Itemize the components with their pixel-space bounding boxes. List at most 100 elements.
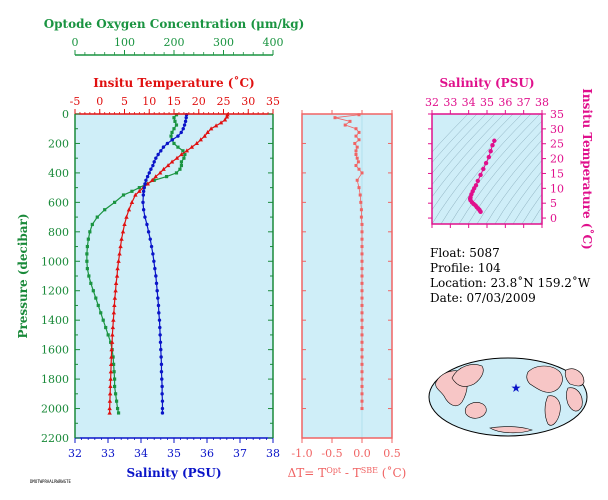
- delta-point: [360, 237, 364, 241]
- delta-axis-title-unit: (˚C): [378, 465, 406, 480]
- salinity-point: [146, 230, 151, 234]
- salinity-point: [160, 411, 165, 415]
- temperature-point: [137, 188, 142, 193]
- ts-density-contour: [485, 149, 542, 224]
- temperature-point: [113, 280, 119, 285]
- oxygen-point: [94, 296, 98, 300]
- ts-temperature-tick-label: 30: [550, 123, 564, 136]
- ts-salinity-tick-label: 36: [498, 96, 512, 109]
- temperature-point: [107, 406, 112, 411]
- oxygen-tick-label: 400: [263, 36, 284, 49]
- pressure-tick-label: 1200: [41, 285, 69, 298]
- temperature-point: [157, 170, 163, 175]
- salinity-point: [160, 392, 164, 396]
- temperature-point: [126, 207, 132, 212]
- oxygen-point: [103, 208, 107, 212]
- temperature-point: [169, 159, 175, 164]
- oxygen-point: [113, 377, 117, 381]
- delta-point: [360, 259, 364, 263]
- delta-point: [359, 200, 363, 204]
- temperature-point: [108, 384, 113, 389]
- delta-point: [360, 348, 364, 352]
- oxygen-point: [109, 340, 113, 344]
- oxygen-point: [176, 145, 180, 149]
- salinity-point: [152, 160, 156, 164]
- temperature-point: [114, 273, 120, 278]
- ts-density-contour: [432, 114, 478, 163]
- salinity-point: [148, 237, 152, 241]
- salinity-point: [157, 318, 162, 322]
- ts-density-contour: [467, 130, 542, 224]
- ts-salinity-tick-label: 33: [443, 96, 457, 109]
- temperature-point: [174, 155, 180, 160]
- land-australia: [464, 402, 487, 419]
- oxygen-point: [115, 406, 120, 411]
- temperature-point: [107, 398, 113, 403]
- pressure-tick-label: 0: [62, 108, 69, 121]
- salinity-tick-label: 35: [167, 447, 181, 460]
- delta-point: [360, 392, 364, 396]
- oxygen-point: [113, 200, 117, 204]
- salinity-point: [142, 185, 146, 190]
- delta-point: [355, 156, 359, 160]
- temperature-point: [205, 130, 210, 135]
- temperature-point: [153, 174, 158, 179]
- delta-point: [360, 245, 364, 249]
- temperature-tick-label: 0: [96, 95, 103, 108]
- temperature-point: [110, 325, 116, 330]
- temperature-point: [111, 310, 117, 315]
- delta-point: [353, 141, 357, 145]
- temperature-point: [116, 258, 121, 263]
- salinity-point: [158, 333, 162, 337]
- oxygen-point: [172, 141, 176, 146]
- salinity-point: [179, 130, 183, 135]
- salinity-point: [147, 171, 151, 175]
- ts-point: [488, 148, 493, 154]
- oxygen-point: [174, 171, 179, 175]
- salinity-point: [149, 167, 153, 171]
- temperature-point: [224, 114, 230, 119]
- ts-salinity-tick-label: 38: [535, 96, 549, 109]
- salinity-point: [154, 274, 158, 278]
- oxygen-point: [89, 281, 93, 285]
- temperature-tick-label: 20: [192, 95, 206, 108]
- salinity-point: [160, 406, 165, 411]
- oxygen-point: [88, 230, 92, 234]
- land-north-america: [526, 365, 563, 393]
- temperature-point: [184, 148, 190, 153]
- delta-tick-label: -1.0: [291, 447, 312, 460]
- ts-density-contour: [432, 114, 505, 198]
- temperature-point: [122, 222, 127, 227]
- ts-density-contour: [449, 114, 541, 224]
- float-info: Float: 5087 Profile: 104 Location: 23.8˚…: [430, 246, 590, 306]
- delta-point: [360, 340, 364, 344]
- salinity-point: [143, 182, 147, 186]
- ts-temperature-tick-label: 5: [550, 197, 557, 210]
- delta-point: [359, 215, 363, 219]
- delta-point: [360, 355, 364, 359]
- delta-point: [360, 333, 364, 337]
- temperature-point: [208, 126, 214, 131]
- salinity-point: [159, 347, 163, 352]
- salinity-point: [183, 119, 188, 124]
- temperature-point: [113, 288, 118, 293]
- delta-point: [360, 407, 364, 411]
- pressure-axis-title: Pressure (decibar): [16, 213, 30, 338]
- ts-temperature-tick-label: 35: [550, 108, 564, 121]
- delta-panel-background: [302, 114, 392, 438]
- temperature-point: [109, 339, 115, 344]
- ts-point: [481, 166, 486, 172]
- ts-density-contour: [476, 139, 542, 224]
- ts-temperature-tick-label: 20: [550, 153, 564, 166]
- ts-salinity-tick-label: 35: [480, 96, 494, 109]
- temperature-axis-title: Insitu Temperature (˚C): [93, 75, 254, 90]
- ts-point: [490, 143, 495, 148]
- temperature-point: [202, 133, 207, 138]
- delta-axis-title-text: ΔT= T: [288, 466, 327, 480]
- temperature-point: [120, 229, 126, 234]
- ts-density-contour: [432, 114, 496, 186]
- oxygen-point: [113, 384, 117, 389]
- oxygen-point: [169, 134, 173, 138]
